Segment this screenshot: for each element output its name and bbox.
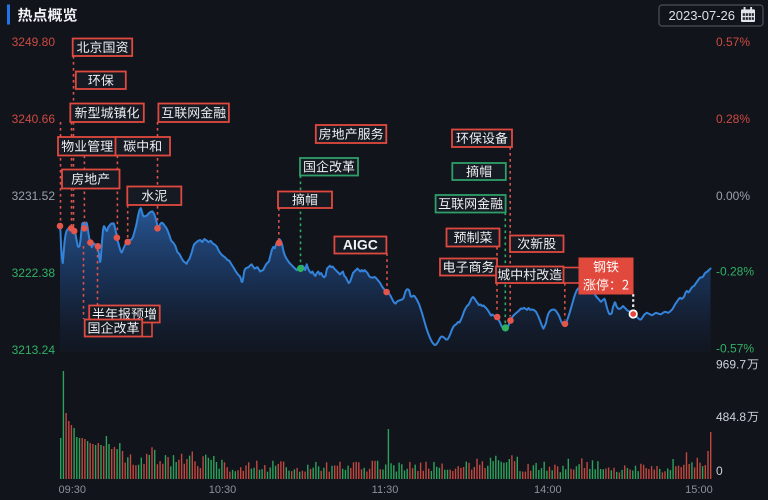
svg-text:969.7: 969.7: [716, 358, 746, 372]
svg-text:-0.28%: -0.28%: [716, 265, 754, 279]
svg-text:3222.38: 3222.38: [12, 266, 56, 280]
svg-text:15:00: 15:00: [685, 484, 713, 496]
svg-text:3249.80: 3249.80: [12, 35, 56, 49]
svg-text:2023-07-26: 2023-07-26: [669, 8, 736, 23]
svg-text:0: 0: [716, 464, 723, 478]
svg-text:14:00: 14:00: [534, 484, 562, 496]
svg-text:09:30: 09:30: [59, 484, 87, 496]
svg-text:0.00%: 0.00%: [716, 189, 750, 203]
svg-text:3213.24: 3213.24: [12, 343, 56, 357]
svg-text:-0.57%: -0.57%: [716, 342, 754, 356]
svg-text:10:30: 10:30: [209, 484, 237, 496]
svg-text:0.57%: 0.57%: [716, 35, 750, 49]
svg-text:0.28%: 0.28%: [716, 112, 750, 126]
svg-text:11:30: 11:30: [372, 484, 399, 496]
svg-text:3231.52: 3231.52: [12, 189, 56, 203]
svg-text:AIGC: AIGC: [343, 237, 378, 253]
svg-text:3240.66: 3240.66: [12, 112, 56, 126]
svg-text:484.8: 484.8: [716, 410, 746, 424]
